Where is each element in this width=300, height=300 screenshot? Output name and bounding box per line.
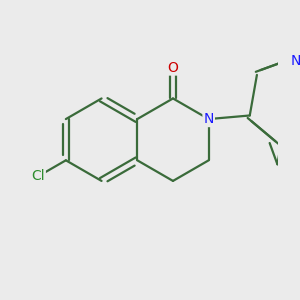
Text: Cl: Cl: [31, 169, 45, 183]
Text: O: O: [167, 61, 178, 74]
Text: N: N: [290, 54, 300, 68]
Text: N: N: [203, 112, 214, 126]
